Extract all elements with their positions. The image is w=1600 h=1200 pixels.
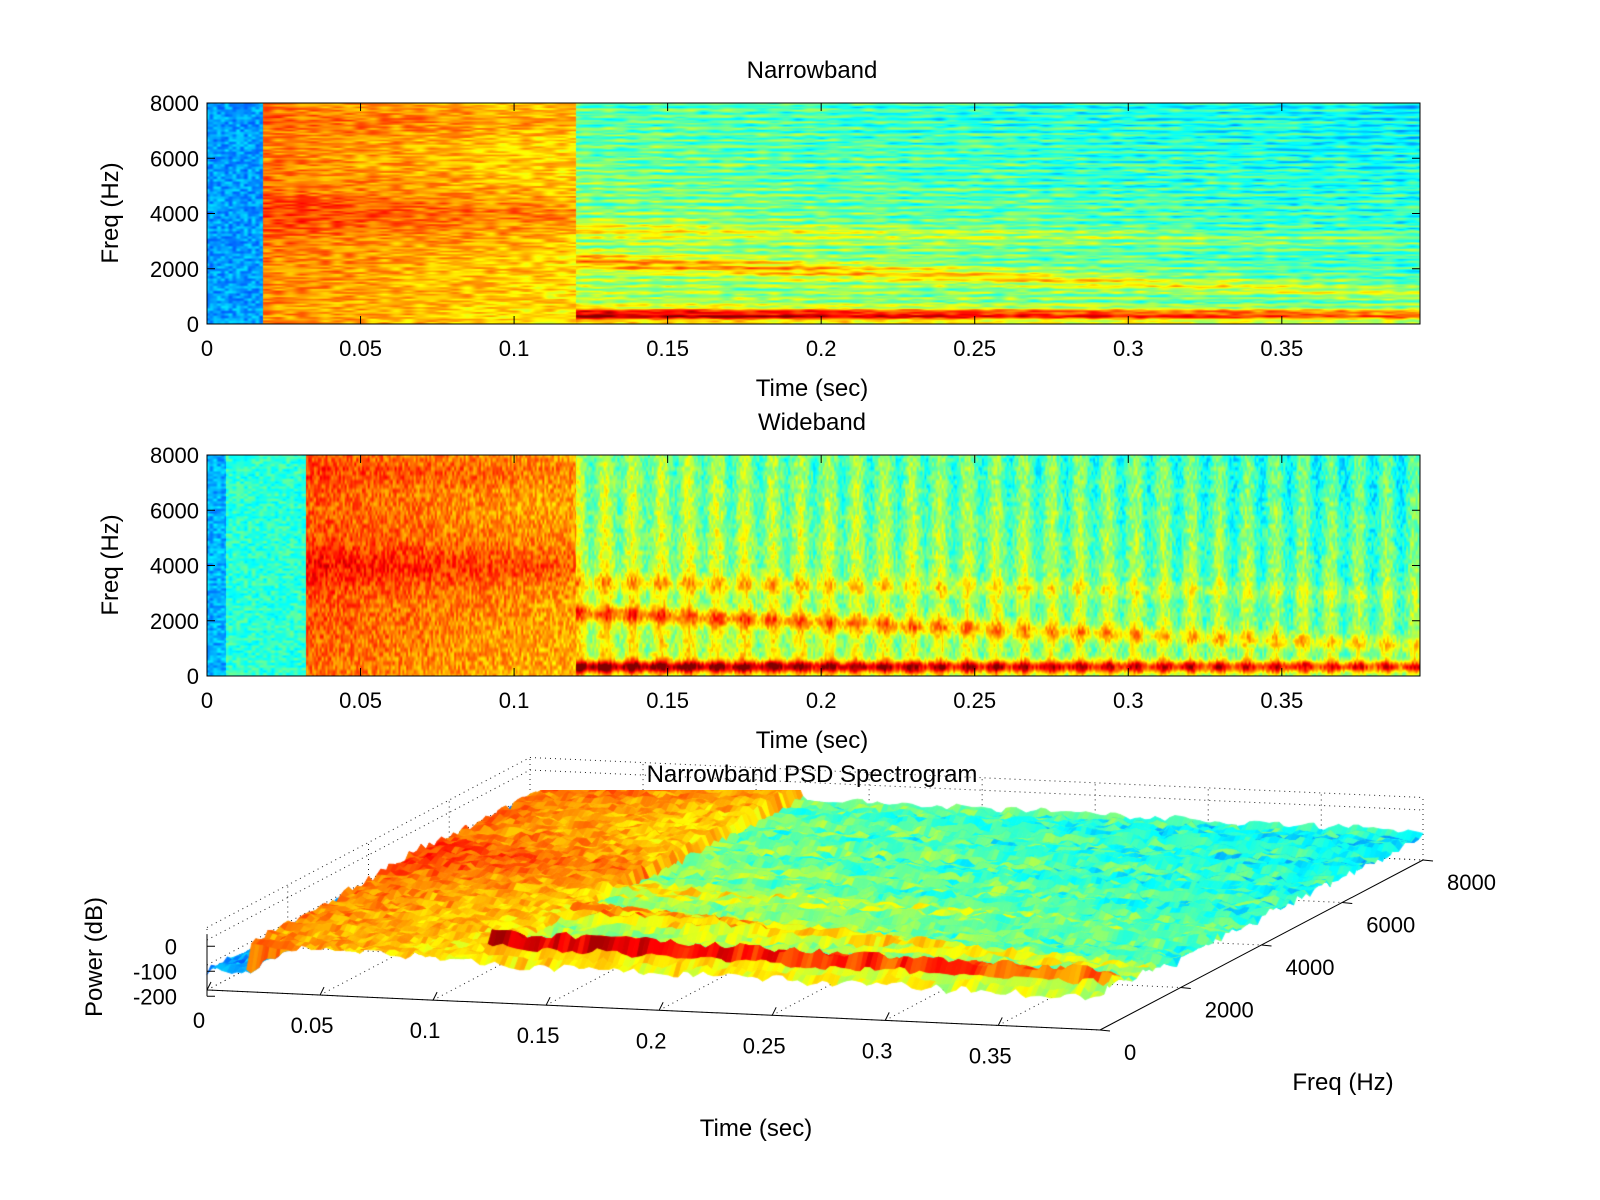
x-tick-label: 0.15: [646, 336, 689, 361]
psd-x-tick-label: 0.2: [636, 1028, 667, 1053]
psd-x-tick-mark: [545, 996, 551, 1006]
psd-x-tick-label: 0: [193, 1008, 205, 1033]
narrowband-x-ticks: 0 0.05 0.1 0.15 0.2 0.25 0.3 0.35: [201, 103, 1303, 361]
grid-line: [206, 756, 1424, 928]
psd-y-tick-label: 0: [1124, 1040, 1136, 1065]
psd-x-tick-label: 0.05: [291, 1013, 334, 1038]
narrowband-y-ticks: 0 2000 4000 6000 8000: [150, 91, 1420, 337]
y-tick-label: 0: [187, 312, 199, 337]
psd-y-tick-label: 8000: [1447, 870, 1496, 895]
psd-y-tick-label: 4000: [1286, 955, 1335, 980]
wideband-panel: Wideband 0 0.05 0.1 0.15 0.2 0.25 0.3 0.35 0 200…: [97, 409, 1421, 754]
psd-x-tick-label: 0.35: [969, 1043, 1012, 1068]
x-tick-label: 0.35: [1260, 688, 1303, 713]
x-tick-label: 0.25: [953, 336, 996, 361]
wideband-plot-area: [207, 455, 1420, 676]
psd-x-tick-mark: [884, 1012, 890, 1021]
x-tick-label: 0.1: [499, 336, 530, 361]
psd-x-tick-label: 0.25: [743, 1033, 786, 1058]
psd-z-ticks: 0-100-200: [133, 934, 215, 1009]
wideband-y-ticks: 0 2000 4000 6000 8000: [150, 443, 1420, 689]
psd-x-tick-mark: [206, 981, 212, 991]
psd-y-tick-mark: [1180, 987, 1191, 989]
wideband-title: Wideband: [758, 409, 866, 436]
psd-y-ticks: 0 2000 4000 6000 8000: [1099, 859, 1496, 1065]
narrowband-title: Narrowband: [747, 57, 878, 84]
psd-z-tick-label: -100: [133, 959, 177, 984]
psd-y-tick-mark: [1342, 902, 1353, 904]
x-tick-label: 0: [201, 336, 213, 361]
psd-x-tick-mark: [658, 1002, 664, 1011]
psd-title: Narrowband PSD Spectrogram: [647, 761, 978, 788]
psd-y-tick-label: 2000: [1205, 998, 1254, 1023]
y-tick-label: 8000: [150, 91, 199, 116]
x-tick-label: 0.05: [339, 336, 382, 361]
x-tick-label: 0.15: [646, 688, 689, 713]
y-tick-label: 4000: [150, 202, 199, 227]
psd-x-tick-mark: [432, 991, 438, 1001]
y-tick-label: 0: [187, 664, 199, 689]
y-tick-label: 4000: [150, 554, 199, 579]
narrowband-y-label: Freq (Hz): [97, 162, 124, 263]
psd-surface-area: [0, 790, 1600, 1200]
x-tick-label: 0.2: [806, 688, 837, 713]
wideband-x-label: Time (sec): [756, 727, 868, 754]
psd-z-tick-label: 0: [165, 934, 177, 959]
narrowband-plot-area: [207, 103, 1420, 324]
wideband-y-label: Freq (Hz): [97, 514, 124, 615]
psd-y-tick-mark: [1422, 859, 1434, 862]
wideband-x-ticks: 0 0.05 0.1 0.15 0.2 0.25 0.3 0.35: [201, 455, 1303, 713]
x-tick-label: 0.35: [1260, 336, 1303, 361]
y-tick-label: 2000: [150, 257, 199, 282]
x-tick-label: 0.3: [1113, 336, 1144, 361]
x-tick-label: 0.1: [499, 688, 530, 713]
y-tick-label: 6000: [150, 498, 199, 523]
psd-z-tick-label: -200: [133, 984, 177, 1009]
x-tick-label: 0.25: [953, 688, 996, 713]
psd-x-tick-label: 0.1: [410, 1018, 441, 1043]
y-tick-label: 8000: [150, 443, 199, 468]
psd-x-tick-label: 0.3: [862, 1038, 893, 1063]
narrowband-x-label: Time (sec): [756, 375, 868, 402]
psd-y-tick-label: 6000: [1366, 913, 1415, 938]
x-tick-label: 0.05: [339, 688, 382, 713]
psd-y-tick-mark: [1261, 944, 1272, 947]
psd-x-ticks: 0 0.05 0.1 0.15 0.2 0.25 0.3 0.35: [193, 981, 1012, 1068]
x-tick-label: 0.3: [1113, 688, 1144, 713]
x-tick-label: 0: [201, 688, 213, 713]
psd-x-tick-mark: [771, 1007, 777, 1016]
narrowband-panel: Narrowband 0 0.05 0.1 0.15 0.2 0.25 0.3 0.35 0 2…: [97, 57, 1421, 402]
y-tick-label: 6000: [150, 146, 199, 171]
psd-y-label: Freq (Hz): [1292, 1069, 1393, 1096]
psd-x-tick-label: 0.15: [517, 1023, 560, 1048]
y-tick-label: 2000: [150, 609, 199, 634]
psd-surface-panel: Narrowband PSD Spectrogram 0 0.05 0.1 0.15 0…: [0, 756, 1600, 1200]
psd-x-label: Time (sec): [700, 1115, 812, 1142]
x-tick-label: 0.2: [806, 336, 837, 361]
psd-z-label: Power (dB): [81, 897, 108, 1017]
psd-time-axis: [206, 989, 1101, 1031]
psd-x-tick-mark: [319, 986, 325, 996]
psd-y-tick-mark: [1099, 1029, 1111, 1032]
psd-x-tick-mark: [997, 1017, 1003, 1026]
